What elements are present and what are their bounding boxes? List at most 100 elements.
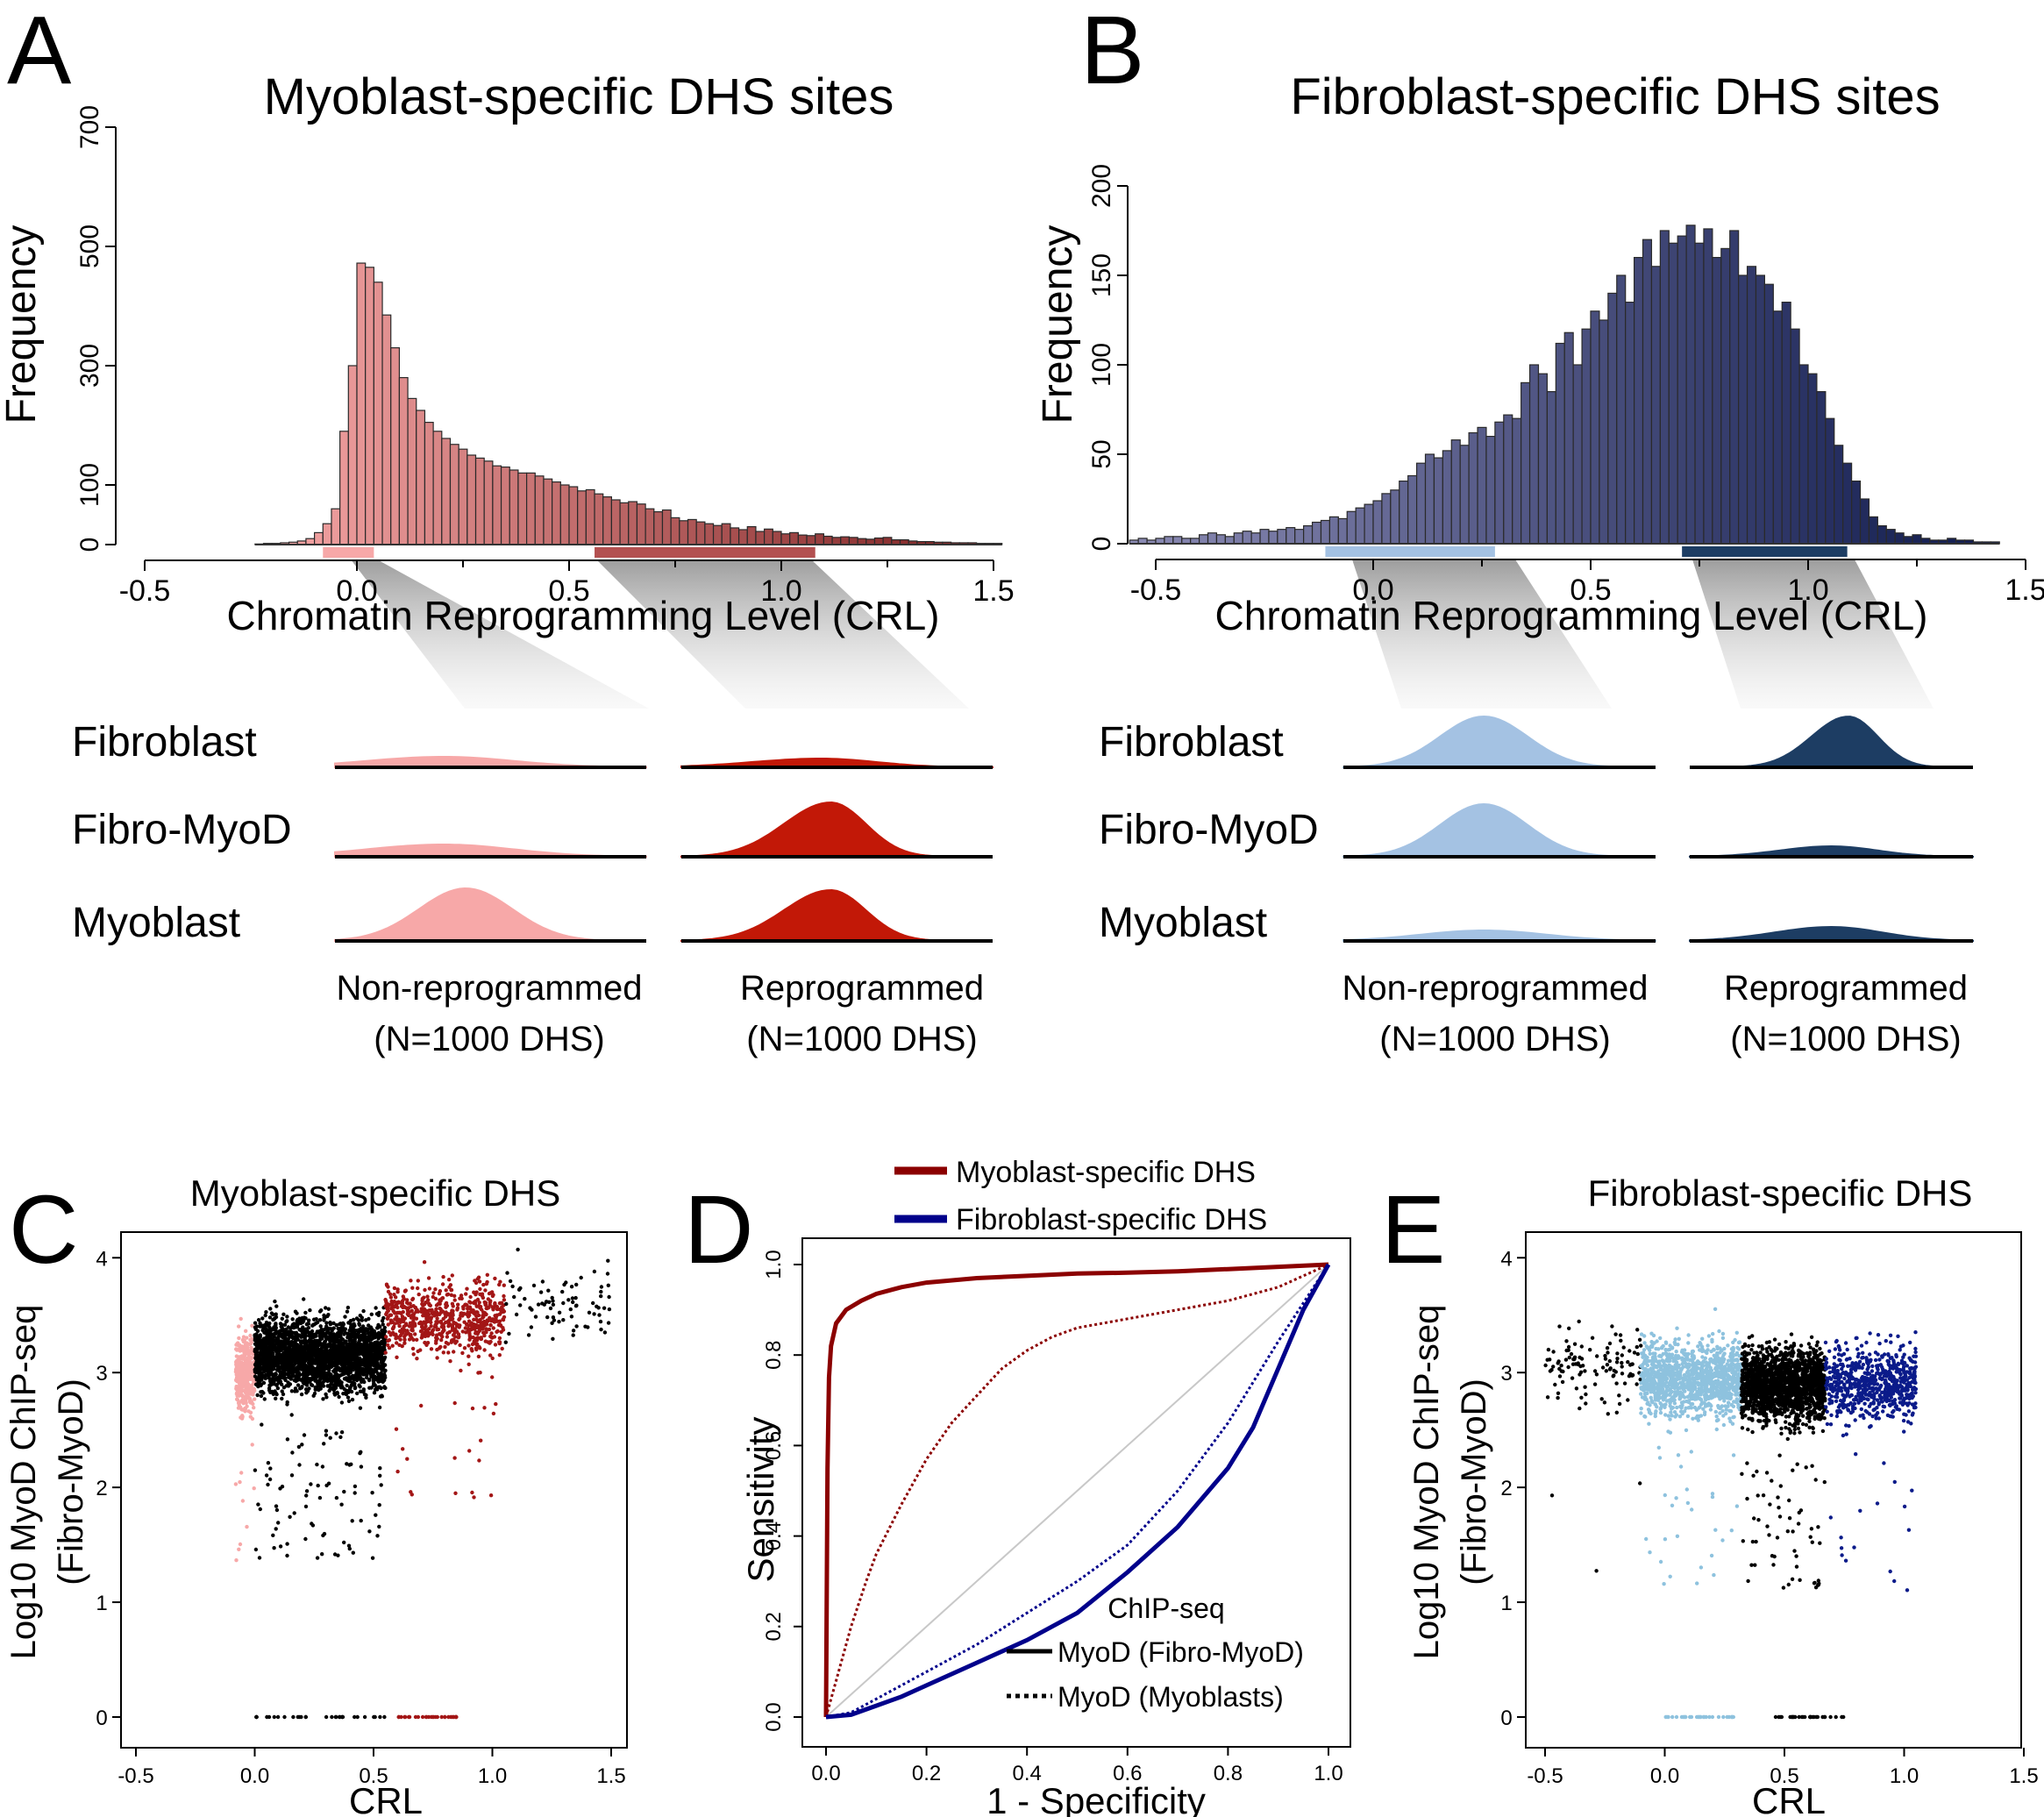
scatter-point	[328, 1436, 332, 1440]
density-a-n-reprogrammed: (N=1000 DHS)	[746, 1020, 977, 1058]
scatter-point	[476, 1313, 481, 1318]
scatter-point	[269, 1358, 274, 1364]
scatter-point	[336, 1375, 341, 1380]
scatter-point	[1620, 1365, 1624, 1369]
scatter-point	[351, 1317, 356, 1322]
scatter-point	[326, 1307, 331, 1311]
scatter-point	[341, 1372, 345, 1377]
scatter-point	[254, 1350, 260, 1355]
scatter-point	[429, 1324, 433, 1329]
y-tick-label: 0	[1087, 537, 1116, 552]
scatter-point	[324, 1306, 328, 1310]
scatter-point	[368, 1346, 374, 1350]
scatter-point	[452, 1456, 457, 1460]
scatter-point	[487, 1327, 492, 1332]
scatter-point	[379, 1350, 383, 1354]
scatter-point	[551, 1299, 555, 1303]
hist-bar	[1633, 257, 1644, 545]
scatter-point	[338, 1386, 344, 1390]
scatter-point	[1662, 1582, 1666, 1586]
scatter-point	[560, 1289, 565, 1294]
scatter-point	[255, 1393, 260, 1398]
scatter-point	[494, 1401, 498, 1407]
scatter-point	[366, 1327, 371, 1332]
scatter-point	[1635, 1351, 1641, 1357]
scatter-point	[1560, 1379, 1565, 1385]
scatter-point	[288, 1350, 293, 1355]
scatter-point	[391, 1326, 395, 1330]
scatter-point	[346, 1399, 352, 1404]
density-curve	[1689, 925, 1974, 942]
scatter-point	[1685, 1500, 1691, 1506]
hist-bar	[1746, 266, 1757, 545]
scatter-point	[245, 1524, 249, 1529]
scatter-point	[1563, 1357, 1569, 1362]
scatter-point	[607, 1294, 611, 1300]
scatter-point	[1545, 1395, 1550, 1400]
scatter-point	[536, 1302, 541, 1307]
scatter-point	[1658, 1336, 1663, 1341]
scatter-point-zero	[267, 1714, 272, 1720]
scatter-point	[1592, 1369, 1598, 1373]
scatter-point	[557, 1310, 562, 1315]
scatter-point	[268, 1466, 273, 1471]
scatter-point	[296, 1333, 301, 1337]
scatter-point	[409, 1490, 413, 1494]
scatter-point	[322, 1442, 326, 1446]
scatter-point	[540, 1301, 545, 1306]
scatter-point	[303, 1536, 308, 1542]
hist-bar	[1433, 457, 1443, 545]
scatter-point	[1588, 1348, 1592, 1352]
scatter-point	[440, 1335, 445, 1339]
hist-bar	[1450, 439, 1461, 545]
hist-bar	[390, 347, 401, 545]
scatter-point	[338, 1326, 343, 1331]
scatter-point	[245, 1336, 249, 1340]
scatter-point	[457, 1335, 461, 1339]
hist-bar	[661, 509, 672, 545]
scatter-point	[423, 1334, 428, 1339]
panel-letter-d: D	[684, 1176, 753, 1284]
scatter-point	[315, 1556, 320, 1560]
scatter-point	[256, 1383, 260, 1387]
scatter-point	[245, 1381, 249, 1386]
scatter-point	[296, 1354, 300, 1358]
scatter-point	[363, 1364, 368, 1368]
scatter-point	[416, 1279, 420, 1283]
scatter-point	[1639, 1411, 1643, 1415]
scatter-point	[318, 1324, 323, 1329]
hist-bar	[1346, 510, 1357, 545]
legend-dotted-label: MyoD (Myoblasts)	[1058, 1681, 1284, 1713]
hist-bar	[1825, 417, 1835, 545]
density-a-group-nonreprogrammed: Non-reprogrammed	[336, 969, 642, 1008]
scatter-point	[308, 1308, 312, 1313]
hist-bar	[1521, 381, 1531, 545]
scatter-point	[253, 1468, 258, 1472]
scatter-point	[393, 1317, 397, 1322]
scatter-point	[416, 1349, 420, 1354]
scatter-point	[307, 1318, 311, 1322]
scatter-point	[295, 1361, 299, 1365]
scatter-point	[298, 1339, 303, 1343]
hist-bar	[823, 535, 833, 545]
scatter-point	[261, 1373, 266, 1379]
scatter-point	[256, 1318, 261, 1322]
scatter-point	[606, 1258, 610, 1263]
hist-bar	[619, 502, 630, 545]
scatter-point	[440, 1282, 445, 1286]
scatter-point	[265, 1359, 269, 1365]
scatter-point	[497, 1336, 502, 1341]
hist-bar	[1659, 230, 1670, 545]
x-tick-label: 0.2	[912, 1762, 941, 1785]
shade-b-reprogrammed	[1692, 559, 1934, 709]
hist-bar	[1616, 274, 1627, 545]
hist-bar	[1694, 242, 1705, 545]
scatter-point	[1630, 1372, 1635, 1378]
scatter-point	[1614, 1360, 1620, 1365]
scatter-point	[240, 1393, 245, 1398]
scatter-point	[310, 1523, 316, 1528]
y-tick-label: 300	[75, 344, 104, 388]
density-b-row-fibroblast: Fibroblast	[1099, 719, 1284, 766]
scatter-point	[377, 1524, 381, 1529]
scatter-point	[324, 1395, 329, 1400]
